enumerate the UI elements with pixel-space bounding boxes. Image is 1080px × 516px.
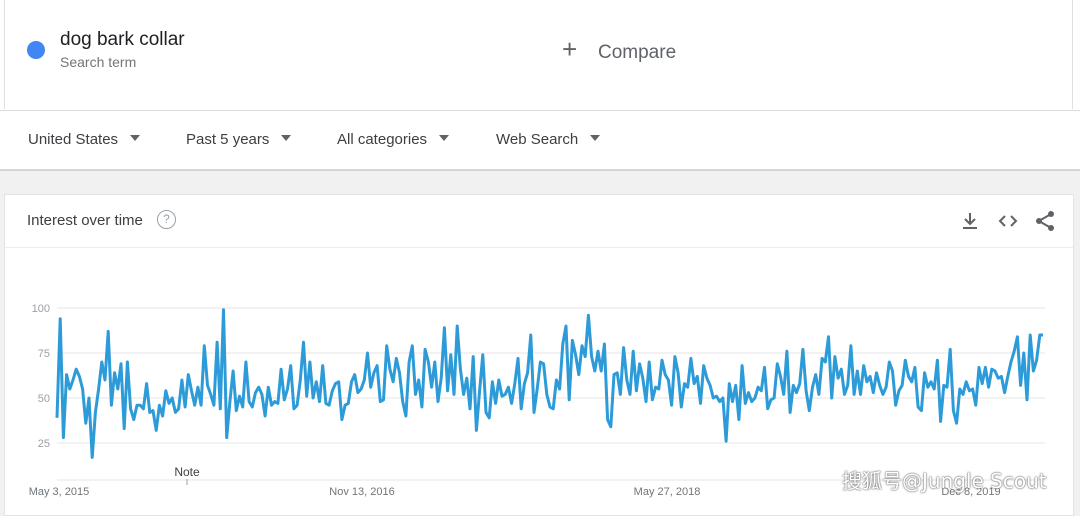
interest-over-time-card: Interest over time ? 25 50 75 100 May 3, 20… <box>4 194 1074 516</box>
region-dropdown[interactable]: United States <box>28 131 141 148</box>
series-line <box>55 308 1043 459</box>
region-label: United States <box>28 131 119 148</box>
caret-down-icon <box>281 135 292 142</box>
term-color-dot <box>27 41 45 59</box>
y-tick-label: 25 <box>38 438 50 450</box>
search-type-label: Web Search <box>496 131 579 148</box>
watermark: 搜狐号@Jungle Scout <box>842 469 1047 493</box>
category-dropdown[interactable]: All categories <box>337 131 450 148</box>
download-icon[interactable] <box>958 209 982 233</box>
x-tick-label: Dec 8, 2019 <box>941 486 1000 498</box>
search-term-type: Search term <box>60 54 137 70</box>
category-label: All categories <box>337 131 428 148</box>
caret-down-icon <box>130 135 141 142</box>
compare-label: Compare <box>598 42 677 63</box>
y-tick-label: 50 <box>38 393 50 405</box>
card-title: Interest over time <box>27 212 143 229</box>
share-icon[interactable] <box>1033 209 1057 233</box>
filter-bar: United States Past 5 years All categorie… <box>0 111 1080 171</box>
x-tick-label: May 3, 2015 <box>29 486 90 498</box>
search-term-name[interactable]: dog bark collar <box>60 29 185 50</box>
card-header: Interest over time ? <box>5 195 1073 248</box>
plus-icon: + <box>562 34 578 64</box>
x-tick-label: May 27, 2018 <box>634 486 701 498</box>
x-tick-label: Nov 13, 2016 <box>329 486 394 498</box>
compare-button[interactable]: + Compare <box>538 0 1073 109</box>
time-range-dropdown[interactable]: Past 5 years <box>186 131 292 148</box>
search-term-card[interactable]: dog bark collar Search term <box>4 0 539 109</box>
caret-down-icon <box>439 135 450 142</box>
help-icon[interactable]: ? <box>157 210 176 229</box>
embed-icon[interactable] <box>996 209 1020 233</box>
caret-down-icon <box>590 135 601 142</box>
search-terms-bar: dog bark collar Search term + Compare <box>0 0 1080 111</box>
interest-line-chart: 25 50 75 100 May 3, 2015 Nov 13, 2016 May 27,… <box>29 303 1045 498</box>
time-range-label: Past 5 years <box>186 131 270 148</box>
y-tick-label: 100 <box>32 303 50 315</box>
note-annotation[interactable]: Note <box>174 465 200 479</box>
search-type-dropdown[interactable]: Web Search <box>496 131 601 148</box>
y-tick-label: 75 <box>38 348 50 360</box>
